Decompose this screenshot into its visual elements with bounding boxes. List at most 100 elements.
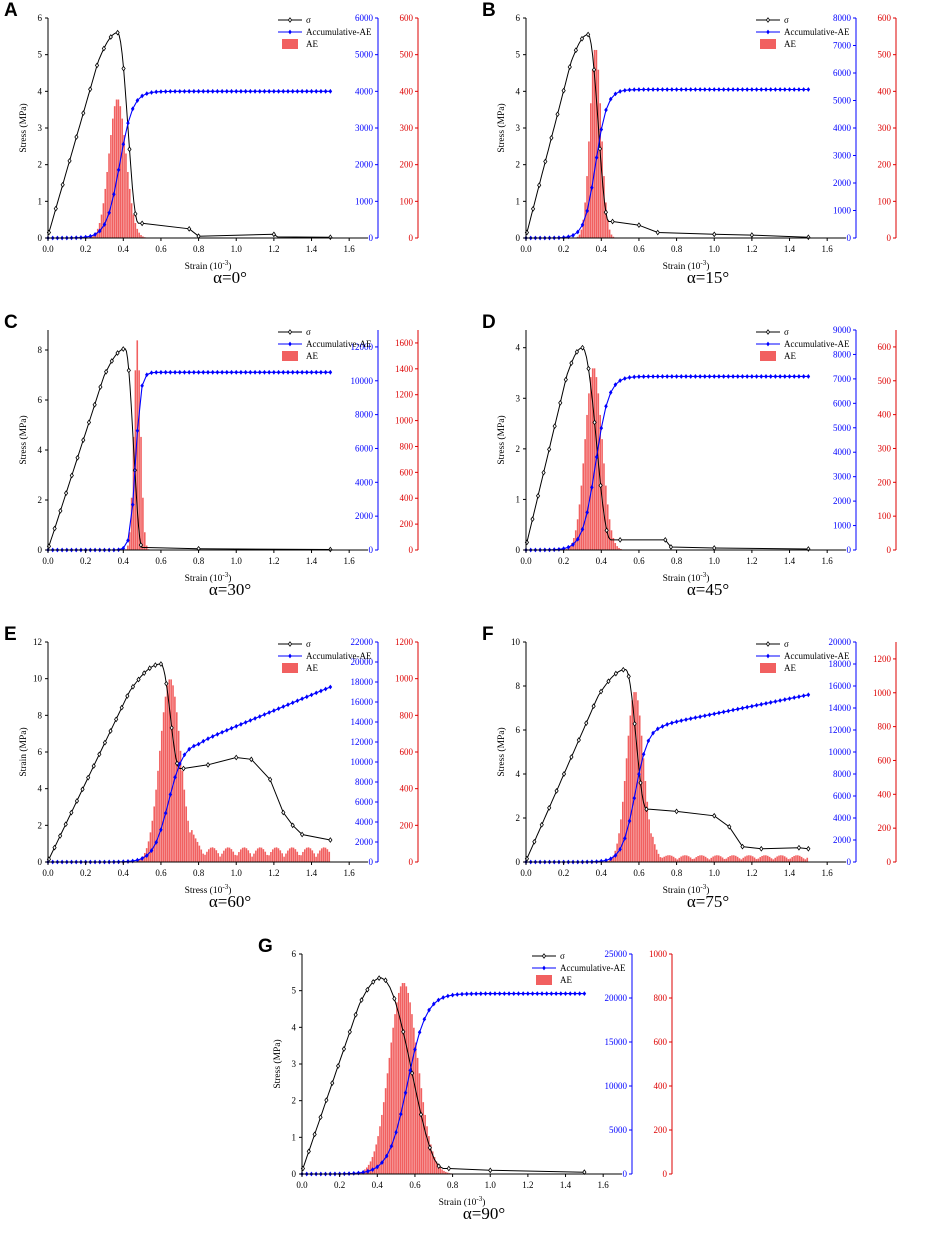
ae-bar bbox=[234, 854, 236, 862]
x-tick-label: 0.6 bbox=[633, 868, 645, 878]
legend-acc-label: Accumulative-AE bbox=[560, 963, 626, 973]
stress-point bbox=[613, 670, 618, 677]
ae-bar bbox=[142, 236, 144, 238]
acc-point bbox=[257, 369, 262, 375]
acc-point bbox=[623, 87, 627, 93]
legend-stress-marker bbox=[765, 329, 771, 335]
x-tick-label: 0.4 bbox=[118, 244, 130, 254]
ae-bar bbox=[416, 1057, 419, 1174]
acc-point bbox=[305, 694, 309, 700]
acc-point bbox=[182, 88, 187, 94]
acc-point bbox=[806, 374, 811, 379]
ae-tick-label: 1000 bbox=[873, 688, 892, 698]
ae-bar bbox=[422, 1102, 425, 1174]
acc-point bbox=[262, 712, 267, 717]
y-tick-label: 6 bbox=[38, 747, 43, 757]
legend-stress-label: σ bbox=[784, 327, 789, 337]
x-tick-label: 1.2 bbox=[746, 556, 757, 566]
stress-point bbox=[539, 821, 544, 828]
stress-point bbox=[91, 763, 96, 769]
acc-point bbox=[300, 696, 304, 702]
stress-point bbox=[806, 845, 811, 852]
x-tick-label: 0.4 bbox=[118, 868, 130, 878]
stress-point bbox=[104, 368, 109, 375]
ae-bar bbox=[603, 176, 605, 238]
legend-ae-label: AE bbox=[784, 351, 796, 361]
x-tick-label: 0.0 bbox=[520, 244, 532, 254]
panel-b: B 0.0 0.2 0.4 0.6 0.8 1.0 1.2 1.4 1.6 0 1 2 3 4 5 6 0 100… bbox=[478, 0, 938, 290]
y-tick-label: 2 bbox=[38, 160, 43, 170]
stress-point bbox=[324, 1097, 329, 1104]
stress-point bbox=[537, 182, 542, 189]
y-tick-label: 6 bbox=[38, 395, 43, 405]
stress-point bbox=[561, 771, 567, 777]
ae-tick-label: 400 bbox=[400, 86, 414, 96]
x-tick-label: 0.0 bbox=[42, 556, 54, 566]
ae-bar bbox=[804, 859, 807, 862]
ae-bar bbox=[322, 847, 325, 862]
ae-bar bbox=[612, 855, 615, 862]
ae-bar bbox=[578, 504, 581, 550]
stress-markers bbox=[524, 344, 811, 552]
stress-point bbox=[383, 977, 388, 984]
ae-bar bbox=[445, 1171, 447, 1174]
acc-point bbox=[272, 369, 276, 375]
ae-bar bbox=[147, 841, 150, 862]
legend-ae-swatch bbox=[282, 39, 298, 49]
ae-bar bbox=[221, 853, 223, 862]
stress-point bbox=[618, 537, 623, 543]
acc-point bbox=[754, 87, 759, 92]
stress-point bbox=[147, 665, 152, 672]
y-tick-label: 1 bbox=[516, 196, 521, 206]
ae-bar bbox=[384, 1088, 387, 1174]
ae-bar bbox=[746, 855, 748, 862]
stress-point bbox=[591, 703, 596, 710]
ae-tick-label: 1200 bbox=[873, 654, 892, 664]
chart-svg: 0.0 0.2 0.4 0.6 0.8 1.0 1.2 1.4 1.60246802000400… bbox=[18, 327, 419, 584]
acc-point bbox=[618, 378, 622, 383]
panel-letter: B bbox=[482, 0, 496, 21]
panel-c: C 0.0 0.2 0.4 0.6 0.8 1.0 1.2 1.4 1.6 0 2 4 6 8 0 2000 4… bbox=[0, 312, 460, 602]
stress-point bbox=[727, 823, 732, 830]
stress-point bbox=[142, 670, 147, 677]
stress-point bbox=[318, 1114, 323, 1121]
acc-tick-label: 0 bbox=[369, 233, 374, 243]
ae-tick-label: 600 bbox=[878, 755, 892, 765]
acc-point bbox=[613, 91, 618, 97]
stress-point bbox=[530, 205, 536, 212]
stress-point bbox=[401, 1028, 406, 1035]
x-tick-label: 0.4 bbox=[596, 244, 608, 254]
ae-bar bbox=[413, 1027, 415, 1174]
acc-point bbox=[215, 88, 220, 94]
ae-bar bbox=[757, 858, 760, 862]
ae-bar bbox=[138, 370, 140, 550]
ae-bar bbox=[603, 463, 605, 550]
acc-point bbox=[182, 369, 187, 375]
x-tick-label: 0.0 bbox=[42, 244, 54, 254]
acc-point bbox=[655, 726, 660, 732]
ae-bar bbox=[130, 203, 133, 238]
acc-point bbox=[145, 91, 149, 97]
ae-bar bbox=[725, 858, 728, 862]
ae-bar bbox=[738, 858, 741, 862]
ae-bar bbox=[699, 855, 701, 862]
ae-bar bbox=[782, 855, 784, 862]
stress-point bbox=[92, 401, 97, 408]
ae-bar bbox=[375, 1144, 377, 1174]
stress-point bbox=[181, 765, 186, 772]
acc-point bbox=[502, 991, 507, 997]
acc-point bbox=[764, 87, 768, 92]
acc-point bbox=[253, 716, 257, 721]
acc-tick-label: 3000 bbox=[355, 123, 374, 133]
ae-bars bbox=[130, 679, 331, 862]
legend-acc-marker bbox=[766, 29, 770, 35]
ae-bar bbox=[418, 1073, 421, 1174]
acc-point bbox=[670, 374, 674, 379]
acc-point bbox=[192, 88, 196, 94]
panel-f: F 0.0 0.2 0.4 0.6 0.8 1.0 1.2 1.4 1.6 0 2 4 6 8 10 0 200… bbox=[478, 624, 938, 914]
ae-bar bbox=[704, 856, 707, 862]
ae-bar bbox=[588, 393, 590, 550]
ae-bar bbox=[736, 856, 739, 862]
x-tick-label: 0.0 bbox=[42, 868, 54, 878]
acc-point bbox=[225, 727, 229, 733]
